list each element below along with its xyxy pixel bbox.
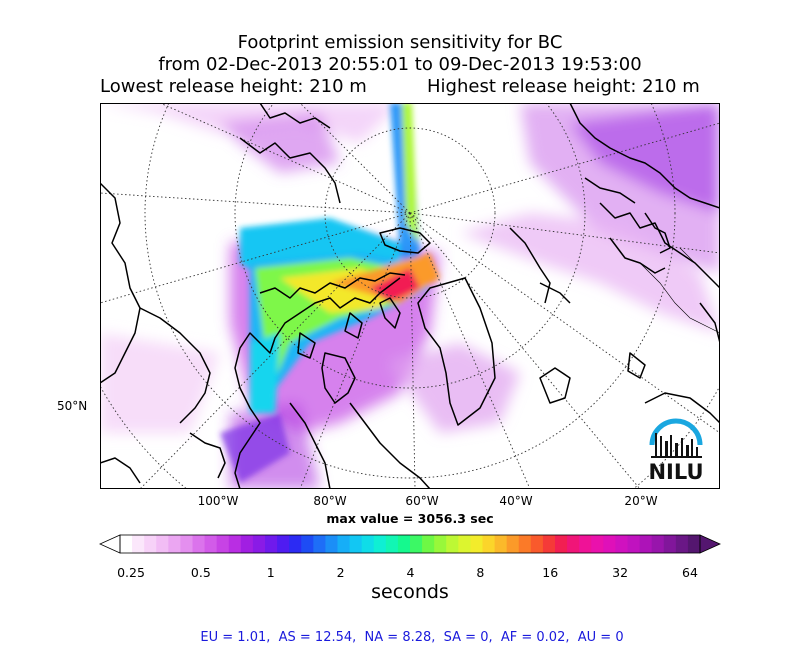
colorbar-segment xyxy=(289,535,302,553)
colorbar-segment xyxy=(434,535,447,553)
colorbar-segment xyxy=(567,535,580,553)
colorbar-segment xyxy=(373,535,387,553)
colorbar-segment xyxy=(591,535,604,553)
colorbar-segment xyxy=(482,535,496,553)
highest-release-height: Highest release height: 210 m xyxy=(427,76,700,97)
colorbar-segment xyxy=(313,535,327,553)
colorbar-tick-label: 8 xyxy=(476,565,485,580)
colorbar-segment xyxy=(530,535,544,553)
lowest-release-height: Lowest release height: 210 m xyxy=(100,76,367,97)
colorbar-segment xyxy=(458,535,472,553)
colorbar-segment xyxy=(603,535,617,553)
colorbar-segment xyxy=(325,535,339,553)
colorbar-tick-label: 32 xyxy=(612,565,629,580)
colorbar-tick-label: 64 xyxy=(682,565,698,580)
colorbar xyxy=(99,534,721,554)
colorbar-segment xyxy=(216,535,230,553)
colorbar-segment xyxy=(579,535,592,553)
colorbar-segment xyxy=(192,535,206,553)
colorbar-tick-label: 1 xyxy=(266,565,275,580)
colorbar-tick-label: 0.5 xyxy=(190,565,211,580)
colorbar-segment xyxy=(385,535,399,553)
colorbar-segment xyxy=(204,535,218,553)
colorbar-segment xyxy=(687,535,701,553)
colorbar-segment xyxy=(349,535,363,553)
colorbar-segment xyxy=(555,535,568,553)
lon-label: 40°W xyxy=(499,494,533,508)
colorbar-segment xyxy=(301,535,314,553)
colorbar-segment xyxy=(361,535,375,553)
colorbar-segment xyxy=(663,535,677,553)
colorbar-segment xyxy=(144,535,157,553)
colorbar-segment xyxy=(494,535,508,553)
colorbar-segment xyxy=(397,535,411,553)
colorbar-segment xyxy=(627,535,641,553)
colorbar-segment xyxy=(180,535,194,553)
colorbar-segment xyxy=(542,535,556,553)
lon-label: 100°W xyxy=(197,494,239,508)
map-title: Footprint emission sensitivity for BC xyxy=(237,32,563,53)
colorbar-segment xyxy=(446,535,459,553)
colorbar-segment xyxy=(277,535,290,553)
colorbar-segment xyxy=(240,535,254,553)
colorbar-segment xyxy=(265,535,278,553)
colorbar-segment xyxy=(615,535,629,553)
lon-label: 80°W xyxy=(313,494,347,508)
date-range: from 02-Dec-2013 20:55:01 to 09-Dec-2013… xyxy=(158,54,642,75)
colorbar-label: seconds xyxy=(371,581,449,603)
colorbar-segment xyxy=(651,535,665,553)
colorbar-extend-min xyxy=(99,534,121,554)
colorbar-segment xyxy=(168,535,182,553)
colorbar-tick-label: 0.25 xyxy=(117,565,145,580)
footprint-map: NILU xyxy=(100,103,720,489)
colorbar-frame xyxy=(119,534,701,554)
colorbar-segment xyxy=(506,535,520,553)
colorbar-segment xyxy=(156,535,169,553)
colorbar-tick-label: 4 xyxy=(406,565,415,580)
colorbar-segment xyxy=(228,535,242,553)
colorbar-segment xyxy=(120,535,133,553)
colorbar-segment xyxy=(132,535,145,553)
lon-label: 60°W xyxy=(405,494,439,508)
colorbar-segment xyxy=(337,535,351,553)
colorbar-segment xyxy=(518,535,532,553)
lon-label: 20°W xyxy=(624,494,658,508)
colorbar-segment xyxy=(639,535,653,553)
colorbar-segment xyxy=(252,535,266,553)
nilu-logo-text: NILU xyxy=(648,460,703,484)
region-summary: EU = 1.01, AS = 12.54, NA = 8.28, SA = 0… xyxy=(200,630,624,645)
colorbar-tick-label: 2 xyxy=(336,565,345,580)
colorbar-extend-max xyxy=(699,534,721,554)
colorbar-segment xyxy=(470,535,484,553)
max-value-text: max value = 3056.3 sec xyxy=(326,511,494,526)
colorbar-segment xyxy=(422,535,435,553)
colorbar-segment xyxy=(410,535,423,553)
graticule xyxy=(100,103,720,489)
lat-label-50n: 50°N xyxy=(57,399,88,413)
colorbar-tick-label: 16 xyxy=(542,565,559,580)
nilu-logo: NILU xyxy=(648,418,704,484)
colorbar-segment xyxy=(675,535,689,553)
